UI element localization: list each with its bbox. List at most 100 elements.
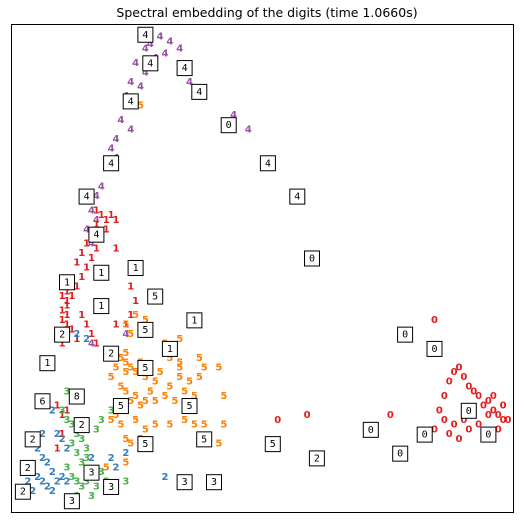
point-digit-0: 0 <box>495 424 502 435</box>
digit-thumbnail: 4 <box>103 155 120 172</box>
thumbnail-frame <box>191 83 208 100</box>
point-digit-5: 5 <box>162 391 169 402</box>
point-digit-2: 2 <box>44 481 51 492</box>
point-digit-4: 4 <box>166 36 173 47</box>
digit-thumbnail: 4 <box>259 155 276 172</box>
thumbnail-digit-4: 4 <box>196 87 202 98</box>
thumbnail-digit-4: 4 <box>182 63 188 74</box>
thumbnail-digit-4: 4 <box>108 158 114 169</box>
point-digit-1: 1 <box>83 239 90 250</box>
point-digit-5: 5 <box>176 334 183 345</box>
thumbnail-digit-8: 8 <box>74 392 80 403</box>
point-digit-2: 2 <box>88 453 95 464</box>
point-digit-1: 1 <box>73 334 80 345</box>
thumbnail-digit-3: 3 <box>69 496 75 507</box>
thumbnail-frame <box>181 398 198 415</box>
point-digit-3: 3 <box>93 481 100 492</box>
point-digit-5: 5 <box>137 401 144 412</box>
point-digit-3: 3 <box>88 491 95 502</box>
point-digit-0: 0 <box>431 315 438 326</box>
thumbnail-frame <box>220 117 237 134</box>
point-digit-1: 1 <box>113 215 120 226</box>
point-digit-0: 0 <box>490 405 497 416</box>
point-digit-1: 1 <box>73 258 80 269</box>
point-digit-5: 5 <box>157 367 164 378</box>
thumbnail-frame <box>103 155 120 172</box>
point-digit-5: 5 <box>127 439 134 450</box>
thumbnail-digit-1: 1 <box>44 358 50 369</box>
thumbnail-digit-6: 6 <box>39 396 45 407</box>
point-digit-5: 5 <box>122 348 129 359</box>
digit-thumbnail: 0 <box>416 426 433 443</box>
point-digit-4: 4 <box>83 224 90 235</box>
point-digit-1: 1 <box>113 320 120 331</box>
point-digit-1: 1 <box>64 286 71 297</box>
thumbnail-frame <box>19 459 36 476</box>
point-digit-5: 5 <box>186 377 193 388</box>
point-digit-4: 4 <box>137 82 144 93</box>
point-digit-2: 2 <box>64 443 71 454</box>
digit-thumbnail: 4 <box>142 55 159 72</box>
point-digit-5: 5 <box>122 434 129 445</box>
thumbnail-digit-4: 4 <box>147 58 153 69</box>
point-digit-0: 0 <box>470 386 477 397</box>
thumbnail-digit-4: 4 <box>265 158 271 169</box>
point-digit-1: 1 <box>54 443 61 454</box>
thumbnail-frame <box>426 340 443 357</box>
point-digit-5: 5 <box>122 458 129 469</box>
point-digit-3: 3 <box>78 458 85 469</box>
point-digit-1: 1 <box>83 320 90 331</box>
point-digit-4: 4 <box>113 134 120 145</box>
point-digit-1: 1 <box>83 263 90 274</box>
thumbnail-digit-2: 2 <box>108 349 114 360</box>
point-digit-0: 0 <box>490 391 497 402</box>
thumbnail-frame <box>93 298 110 315</box>
point-digit-5: 5 <box>117 382 124 393</box>
thumbnail-digit-3: 3 <box>182 477 188 488</box>
point-digit-0: 0 <box>441 415 448 426</box>
point-digit-0: 0 <box>441 391 448 402</box>
thumbnail-digit-0: 0 <box>368 425 374 436</box>
thumbnail-frame <box>304 250 320 267</box>
point-digit-1: 1 <box>64 405 71 416</box>
point-digit-4: 4 <box>176 44 183 55</box>
digit-thumbnail: 5 <box>147 288 164 305</box>
point-digit-1: 1 <box>64 296 71 307</box>
thumbnail-digit-4: 4 <box>142 30 148 41</box>
digit-thumbnail: 8 <box>68 388 85 405</box>
thumbnail-digit-5: 5 <box>270 439 276 450</box>
point-digit-5: 5 <box>132 415 139 426</box>
point-digit-1: 1 <box>64 310 71 321</box>
point-digit-5: 5 <box>108 415 115 426</box>
thumbnail-frame <box>480 426 497 443</box>
thumbnail-digit-4: 4 <box>93 230 99 241</box>
digit-thumbnail: 0 <box>426 340 443 357</box>
point-digit-3: 3 <box>98 467 105 478</box>
point-digit-5: 5 <box>166 382 173 393</box>
thumbnail-digit-2: 2 <box>25 463 31 474</box>
digit-thumbnail: 5 <box>137 321 154 338</box>
thumbnail-digit-5: 5 <box>142 363 148 374</box>
thumbnail-frame <box>103 478 120 495</box>
point-digit-1: 1 <box>88 253 95 264</box>
point-digit-4: 4 <box>88 339 95 350</box>
point-digit-4: 4 <box>186 77 193 88</box>
point-digit-2: 2 <box>49 486 56 497</box>
point-digit-5: 5 <box>132 391 139 402</box>
point-digit-5: 5 <box>196 353 203 364</box>
point-digit-0: 0 <box>431 424 438 435</box>
point-digit-4: 4 <box>162 48 169 59</box>
thumbnail-frame <box>206 474 222 491</box>
thumbnail-digit-4: 4 <box>128 96 134 107</box>
digit-thumbnail: 2 <box>103 345 120 362</box>
digit-thumbnail: 3 <box>176 474 193 491</box>
thumbnail-digit-0: 0 <box>466 406 472 417</box>
point-digit-5: 5 <box>142 424 149 435</box>
thumbnail-digit-0: 0 <box>226 120 232 131</box>
thumbnail-digit-2: 2 <box>59 330 65 341</box>
point-digit-0: 0 <box>446 429 453 440</box>
point-digit-3: 3 <box>122 477 129 488</box>
point-digit-0: 0 <box>460 372 467 383</box>
point-digit-3: 3 <box>68 439 75 450</box>
